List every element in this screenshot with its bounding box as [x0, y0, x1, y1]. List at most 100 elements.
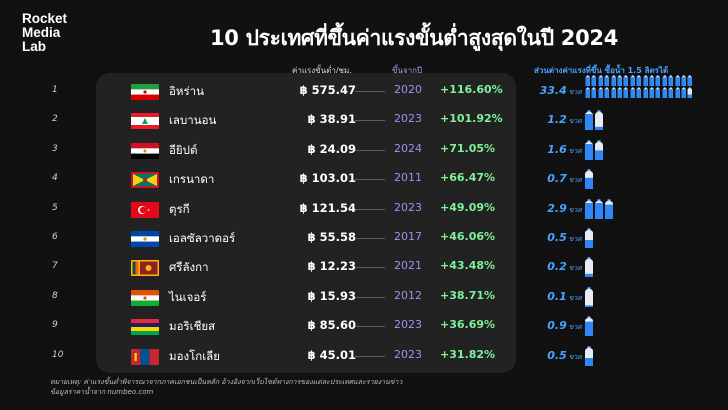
water-bottle-icon	[623, 87, 629, 98]
header-bottles: ส่วนต่างค่าแรงที่ขึ้น ซื้อน้ำ 1.5 ลิตรได…	[534, 66, 669, 75]
water-bottle-icon	[585, 87, 591, 98]
water-bottle-icon	[611, 75, 617, 86]
rank-number: 8	[52, 290, 58, 301]
rank-number: 7	[52, 261, 58, 272]
mongolia-flag	[131, 348, 159, 365]
bottle-count: 2.9 ขวด	[526, 202, 582, 216]
connector-line	[355, 326, 385, 328]
country-name: ตุรกี	[169, 201, 190, 216]
water-bottle-icon	[681, 75, 687, 86]
bottle-count: 0.7 ขวด	[526, 172, 582, 186]
water-bottle-icon	[604, 75, 610, 86]
bottle-count: 1.2 ขวด	[526, 113, 582, 127]
bottle-count-value: 1.2	[547, 113, 567, 127]
water-bottle-icon	[585, 316, 593, 337]
connector-line	[355, 355, 385, 357]
rank-number: 2	[52, 114, 58, 125]
previous-year: 2012	[394, 288, 422, 302]
water-bottle-icon	[585, 286, 593, 307]
hourly-wage: ฿ 55.58	[307, 230, 356, 244]
bottle-count-value: 0.1	[547, 289, 567, 303]
bottle-count-value: 33.4	[539, 84, 567, 97]
bottle-unit: ขวด	[568, 117, 582, 126]
increase-percent: +31.82%	[440, 347, 496, 361]
footnote-note: หมายเหตุ: ค่าแรงขั้นต่ำพิจารณาจากภาคเอกช…	[50, 378, 403, 386]
table-row: 7 ศรีลังกา ฿ 12.23 2021 +43.48% 0.2 ขวด	[0, 253, 728, 281]
water-bottle-icon	[585, 75, 591, 86]
water-bottle-icon	[604, 87, 610, 98]
brand-line-3: Lab	[22, 39, 47, 54]
bottle-count-value: 1.6	[547, 142, 567, 156]
previous-year: 2011	[394, 171, 422, 185]
bottle-unit: ขวด	[568, 88, 582, 96]
water-bottle-icon	[605, 198, 613, 219]
hourly-wage: ฿ 15.93	[307, 288, 356, 303]
bottle-count: 0.2 ขวด	[526, 260, 582, 274]
bottle-count: 0.9 ขวด	[526, 319, 582, 333]
water-bottle-icon	[617, 87, 623, 98]
connector-line	[355, 149, 385, 151]
ranking-panel	[96, 73, 516, 373]
hourly-wage: ฿ 85.60	[307, 318, 356, 333]
table-row: 6 เอลซัลวาดอร์ ฿ 55.58 2017 +46.06% 0.5 ขวด	[0, 224, 728, 252]
increase-percent: +71.05%	[440, 141, 496, 155]
bottle-unit: ขวด	[568, 176, 582, 185]
brand-line-2: Media	[22, 25, 61, 40]
table-row: 3 อียิปต์ ฿ 24.09 2024 +71.05% 1.6 ขวด	[0, 136, 728, 164]
bottle-unit: ขวด	[568, 352, 582, 361]
country-name: อิหร่าน	[169, 84, 204, 98]
water-bottle-icon	[687, 87, 693, 98]
table-row: 9 มอริเชียส ฿ 85.60 2023 +36.69% 0.9 ขวด	[0, 312, 728, 340]
iran-flag	[131, 84, 159, 100]
sri-lanka-flag	[131, 260, 159, 277]
page-title: 10 ประเทศที่ขึ้นค่าแรงขั้นต่ำสูงสุดในปี …	[210, 26, 619, 50]
rank-number: 10	[52, 349, 64, 360]
rank-number: 1	[52, 85, 58, 95]
water-bottle-icon	[636, 75, 642, 86]
water-bottle-icon	[591, 87, 597, 98]
water-bottle-icon	[585, 257, 593, 278]
increase-percent: +43.48%	[440, 259, 496, 273]
table-row: 2 เลบานอน ฿ 38.91 2023 +101.92% 1.2 ขวด	[0, 106, 728, 134]
previous-year: 2023	[394, 112, 422, 126]
connector-line	[355, 267, 385, 269]
water-bottle-icon	[662, 87, 668, 98]
lebanon-flag	[131, 113, 159, 130]
connector-line	[355, 296, 385, 298]
hourly-wage: ฿ 12.23	[307, 259, 356, 274]
table-row: 1 อิหร่าน ฿ 575.47 2020 +116.60% 33.4 ขวด	[0, 75, 728, 105]
connector-line	[355, 120, 385, 122]
bottle-count: 1.6 ขวด	[526, 143, 582, 157]
water-bottle-icon	[585, 228, 593, 248]
hourly-wage: ฿ 103.01	[299, 171, 356, 186]
bottle-count-value: 0.7	[547, 172, 567, 186]
water-bottle-icon	[643, 87, 649, 98]
country-name: ไนเจอร์	[169, 289, 207, 304]
bottle-unit: ขวด	[568, 205, 582, 214]
table-row: 8 ไนเจอร์ ฿ 15.93 2012 +38.71% 0.1 ขวด	[0, 283, 728, 311]
header-wage: ค่าแรงขั้นต่ำ/ชม.	[292, 66, 352, 75]
increase-percent: +101.92%	[440, 112, 503, 126]
water-bottle-icon	[668, 87, 674, 98]
rank-number: 6	[52, 232, 58, 242]
brand-line-1: Rocket	[22, 11, 68, 26]
turkey-flag	[131, 201, 159, 218]
water-bottle-icon	[655, 75, 661, 86]
increase-percent: +46.06%	[440, 230, 496, 243]
increase-percent: +36.69%	[440, 318, 496, 332]
bottle-count-value: 0.2	[547, 260, 567, 274]
country-name: อียิปต์	[169, 142, 198, 157]
water-bottle-icon	[643, 75, 649, 86]
connector-line	[355, 208, 385, 210]
egypt-flag	[131, 142, 159, 159]
water-bottle-icon	[636, 87, 642, 98]
table-row: 10 มองโกเลีย ฿ 45.01 2023 +31.82% 0.5 ขวด	[0, 342, 728, 370]
header-year: ขึ้นจากปี	[392, 66, 423, 75]
hourly-wage: ฿ 121.54	[299, 200, 356, 215]
hourly-wage: ฿ 575.47	[299, 83, 356, 97]
previous-year: 2023	[394, 347, 422, 361]
bottle-count: 0.5 ขวด	[526, 231, 582, 245]
previous-year: 2017	[394, 230, 422, 243]
water-bottle-icon	[595, 110, 603, 131]
rank-number: 9	[52, 320, 58, 331]
